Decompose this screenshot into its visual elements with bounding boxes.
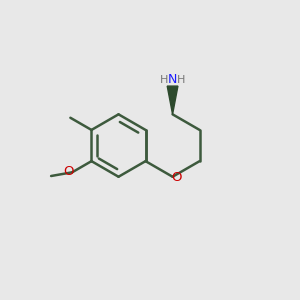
Polygon shape	[167, 86, 178, 114]
Text: H: H	[177, 75, 186, 85]
Text: N: N	[168, 73, 178, 86]
Text: O: O	[63, 165, 73, 178]
Text: O: O	[171, 171, 182, 184]
Text: H: H	[160, 75, 168, 85]
